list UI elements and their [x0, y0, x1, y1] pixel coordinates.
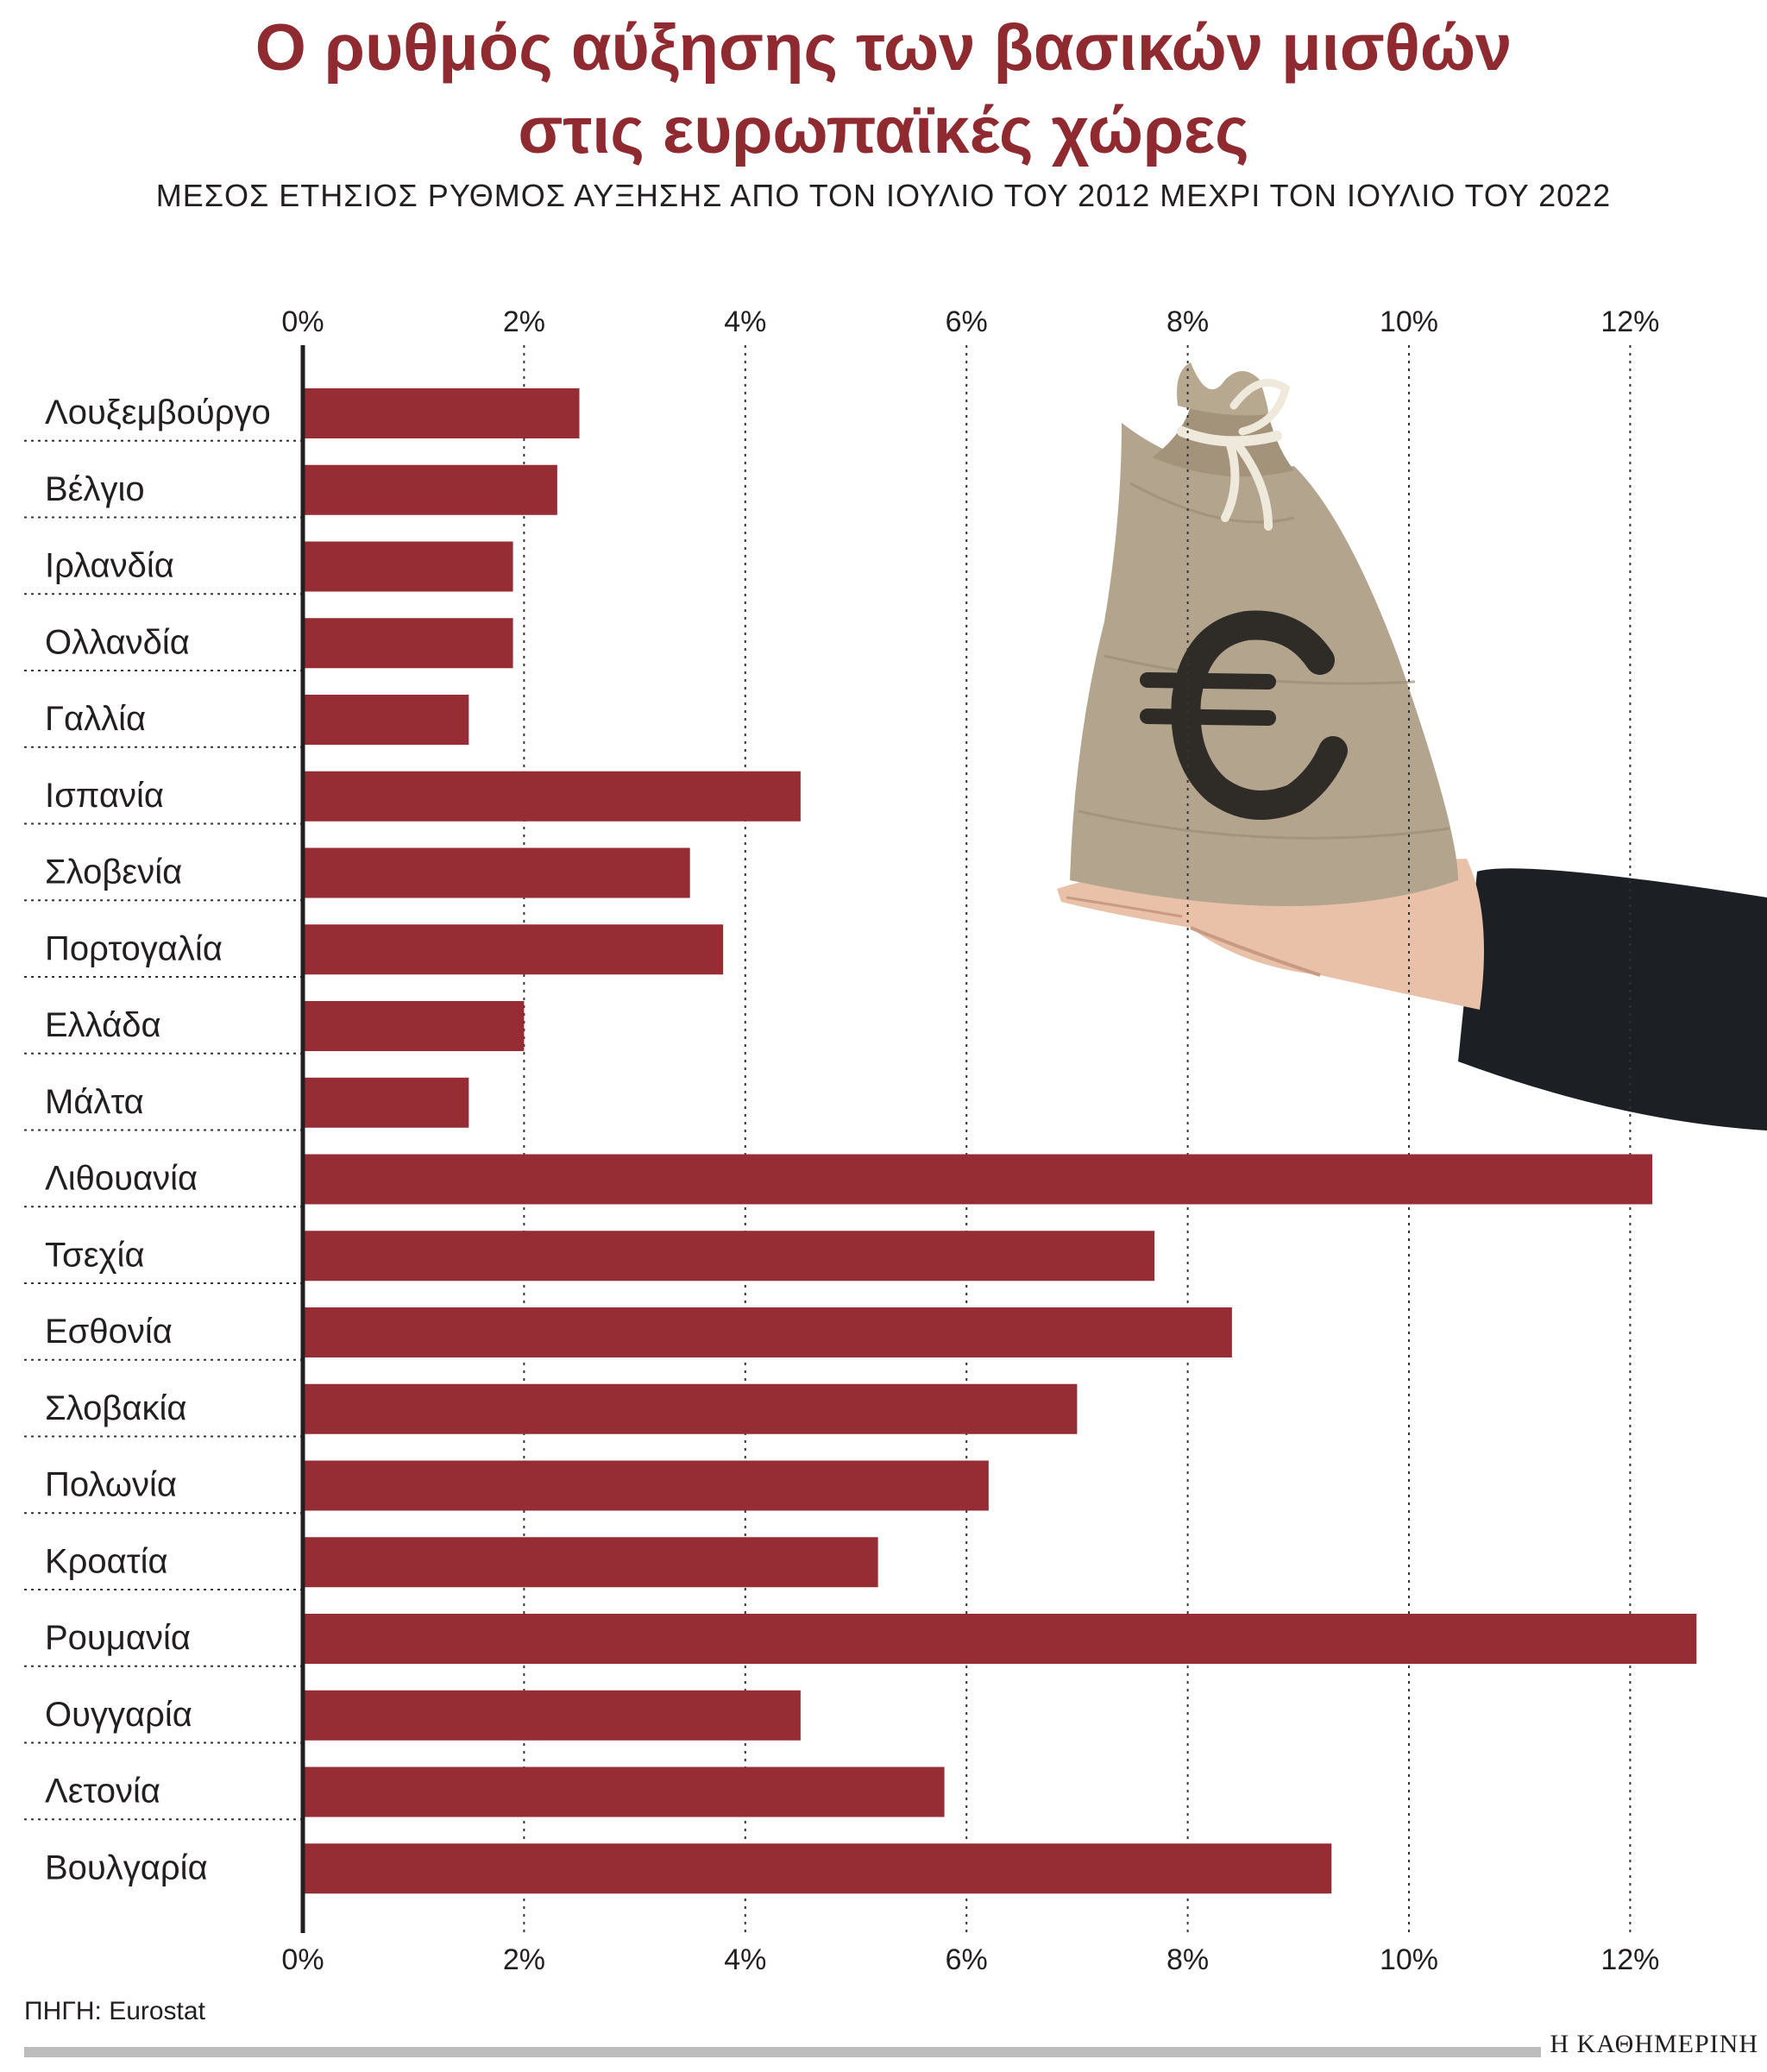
x-tick-label-top: 10% — [1380, 305, 1438, 338]
bar — [303, 1537, 878, 1588]
x-tick-label-top: 2% — [503, 305, 545, 338]
category-label: Μάλτα — [45, 1083, 144, 1121]
category-label: Τσεχία — [45, 1236, 145, 1274]
x-tick-label-bottom: 0% — [281, 1943, 324, 1976]
x-tick-label-bottom: 10% — [1380, 1943, 1438, 1976]
x-tick-label-top: 6% — [946, 305, 988, 338]
bar — [303, 1767, 945, 1817]
bar — [303, 1843, 1332, 1894]
category-label: Λετονία — [45, 1773, 160, 1811]
bar — [303, 1690, 801, 1741]
category-label: Σλοβακία — [45, 1389, 187, 1427]
bar — [303, 1614, 1697, 1664]
bar — [303, 1460, 989, 1511]
category-label: Σλοβενία — [45, 853, 182, 891]
bar — [303, 695, 469, 745]
x-tick-label-top: 0% — [281, 305, 324, 338]
category-label: Ελλάδα — [45, 1006, 161, 1044]
category-label: Ρουμανία — [45, 1619, 191, 1657]
category-label: Βουλγαρία — [45, 1848, 208, 1886]
category-label: Εσθονία — [45, 1313, 173, 1351]
category-label: Βέλγιο — [45, 470, 145, 508]
bar — [303, 1154, 1653, 1205]
category-label: Κροατία — [45, 1542, 168, 1580]
category-label: Πολωνία — [45, 1466, 177, 1504]
bar — [303, 847, 690, 898]
source-note: ΠΗΓΗ: Eurostat — [24, 1997, 205, 2025]
title-line-1: Ο ρυθμός αύξησης των βασικών μισθών — [255, 11, 1512, 85]
bar — [303, 1077, 469, 1128]
category-label: Λιθουανία — [45, 1160, 198, 1198]
x-tick-label-bottom: 2% — [503, 1943, 545, 1976]
category-label: Ουγγαρία — [45, 1696, 192, 1734]
chart-subtitle: ΜΕΣΟΣ ΕΤΗΣΙΟΣ ΡΥΘΜΟΣ ΑΥΞΗΣΗΣ ΑΠΟ ΤΟΝ ΙΟΥ… — [155, 178, 1612, 213]
title-line-2: στις ευρωπαϊκές χώρες — [518, 94, 1249, 167]
bar — [303, 924, 724, 975]
category-label: Ιρλανδία — [45, 547, 174, 585]
bar — [303, 618, 513, 669]
bar — [303, 1231, 1155, 1282]
category-label: Λουξεμβούργο — [45, 394, 271, 431]
bar — [303, 1307, 1232, 1357]
x-tick-label-top: 8% — [1166, 305, 1209, 338]
x-tick-label-top: 12% — [1600, 305, 1659, 338]
bar — [303, 771, 801, 822]
category-label: Γαλλία — [45, 700, 146, 738]
bar — [303, 464, 557, 515]
x-tick-label-bottom: 6% — [946, 1943, 988, 1976]
chart-title: Ο ρυθμός αύξησης των βασικών μισθών στις… — [0, 7, 1767, 173]
x-tick-label-bottom: 12% — [1600, 1943, 1659, 1976]
bar — [303, 388, 580, 438]
x-tick-label-bottom: 4% — [724, 1943, 766, 1976]
x-tick-label-bottom: 8% — [1166, 1943, 1209, 1976]
category-label: Ισπανία — [45, 777, 164, 815]
footer-divider — [24, 2047, 1577, 2057]
x-tick-label-top: 4% — [724, 305, 766, 338]
bar — [303, 541, 513, 592]
category-label: Ολλανδία — [45, 623, 190, 661]
hand-holding-euro-money-bag-icon — [1057, 362, 1767, 1130]
brand-logo: Η ΚΑΘΗΜΕΡΙΝΗ — [1541, 2030, 1758, 2059]
bar — [303, 1383, 1078, 1434]
category-label: Πορτογαλία — [45, 929, 223, 967]
bar — [303, 1001, 525, 1051]
